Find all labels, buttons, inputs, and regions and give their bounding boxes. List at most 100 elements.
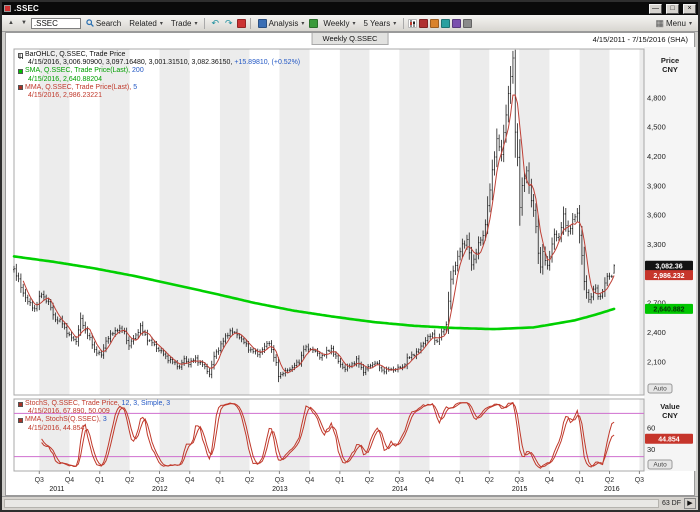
svg-text:Price: Price — [661, 56, 679, 65]
chevron-down-icon: ▾ — [688, 20, 692, 27]
chart-svg[interactable]: 4,8004,5004,2003,9003,6003,3003,0002,700… — [6, 47, 696, 497]
svg-text:2011: 2011 — [49, 486, 64, 493]
app-icon — [4, 5, 11, 12]
mma-checkbox[interactable] — [18, 85, 23, 91]
svg-text:Auto: Auto — [653, 386, 667, 393]
sma200-line — [12, 255, 616, 331]
chart-type-icon[interactable] — [408, 18, 418, 28]
statusbar: 63 DF ▶ — [2, 496, 698, 510]
symbol-input[interactable] — [30, 17, 81, 29]
signals-icon[interactable] — [419, 18, 429, 28]
price-auto-button[interactable] — [647, 383, 673, 394]
stoch-mma-value: 4/15/2016, 44.854 — [28, 424, 85, 432]
scroll-up-button[interactable]: ▲ — [5, 19, 16, 27]
barohlc-icon[interactable] — [18, 52, 23, 59]
search-button[interactable]: Search — [83, 18, 124, 29]
undo-button[interactable]: ↶ — [209, 18, 221, 29]
svg-text:Q4: Q4 — [545, 477, 554, 484]
scroll-down-button[interactable]: ▼ — [18, 19, 29, 27]
svg-text:Q2: Q2 — [485, 477, 494, 484]
titlebar[interactable]: .SSEC — □ × — [2, 2, 698, 15]
toolbar-separator — [204, 17, 206, 29]
stoch-legend: StochS, Q.SSEC, Trade Price, 12, 3, Simp… — [18, 400, 170, 433]
stoch-checkbox[interactable] — [18, 401, 23, 407]
stoch-d-line — [41, 402, 615, 468]
chevron-down-icon: ▾ — [159, 20, 163, 27]
range-label: 5 Years — [363, 18, 391, 28]
indicators-icon[interactable] — [452, 18, 462, 28]
svg-text:Q1: Q1 — [215, 477, 224, 484]
compare-icon[interactable] — [309, 18, 319, 28]
down-arrow-icon: ▼ — [20, 20, 27, 26]
svg-text:Q2: Q2 — [125, 477, 134, 484]
svg-text:2012: 2012 — [152, 486, 168, 493]
interval-dropdown[interactable]: Weekly ▾ — [320, 18, 358, 29]
maximize-button[interactable]: □ — [666, 3, 679, 14]
svg-text:Q2: Q2 — [605, 477, 614, 484]
redo-button[interactable]: ↷ — [223, 18, 235, 29]
undo-icon: ↶ — [211, 17, 220, 28]
redo-icon: ↷ — [225, 17, 233, 28]
legend-row-ohlc-values: 4/15/2016, 3,006.90900, 3,097.16480, 3,0… — [28, 59, 300, 67]
svg-text:60: 60 — [647, 423, 655, 432]
analysis-dropdown[interactable]: Analysis ▾ — [255, 18, 308, 29]
price-bars — [13, 49, 616, 383]
mma-param: 5 — [133, 83, 138, 91]
legend-row-stoch: StochS, Q.SSEC, Trade Price, 12, 3, Simp… — [18, 400, 170, 408]
axis-badge — [645, 303, 693, 314]
svg-text:3,900: 3,900 — [647, 181, 666, 190]
stoch-pane-border — [13, 398, 645, 472]
axis-badge — [645, 260, 693, 271]
settings-icon[interactable] — [463, 18, 473, 28]
svg-text:Q1: Q1 — [455, 477, 464, 484]
sma-checkbox[interactable] — [18, 69, 23, 74]
svg-text:Q3: Q3 — [275, 477, 284, 484]
alert-icon[interactable] — [236, 18, 246, 28]
chevron-down-icon: ▾ — [393, 20, 397, 27]
stoch-mma-checkbox[interactable] — [18, 418, 23, 423]
svg-text:2,700: 2,700 — [647, 299, 666, 308]
drawing-tools-icon[interactable] — [430, 18, 440, 28]
date-range-label: 4/15/2011 - 7/15/2016 (SHA) — [592, 35, 688, 44]
analysis-icon — [257, 18, 267, 28]
svg-text:2,400: 2,400 — [647, 328, 666, 337]
cursor-tool-icon[interactable] — [441, 18, 451, 28]
svg-text:CNY: CNY — [662, 411, 678, 420]
value-auto-button[interactable] — [647, 459, 673, 470]
svg-text:4,200: 4,200 — [647, 152, 666, 161]
search-label: Search — [95, 18, 122, 28]
svg-text:3,600: 3,600 — [647, 211, 666, 220]
chart-panel[interactable]: Weekly Q.SSEC 4/15/2011 - 7/15/2016 (SHA… — [5, 32, 696, 497]
axis-column-bg — [644, 47, 696, 471]
svg-text:Value: Value — [660, 402, 680, 411]
related-dropdown[interactable]: Related ▾ — [126, 18, 166, 29]
chart-tab[interactable]: Weekly Q.SSEC — [311, 33, 389, 45]
horizontal-scrollbar[interactable] — [4, 499, 659, 508]
stoch-k-line — [41, 401, 615, 469]
sma-value: 4/15/2016, 2,640.88204 — [28, 75, 102, 83]
minimize-button[interactable]: — — [649, 3, 662, 14]
svg-text:Q4: Q4 — [185, 477, 194, 484]
search-icon — [86, 19, 94, 27]
close-button[interactable]: × — [683, 3, 696, 14]
svg-text:Q3: Q3 — [395, 477, 404, 484]
mma-label: MMA, Q.SSEC, Trade Price(Last), — [25, 83, 132, 91]
menu-dropdown[interactable]: ▦ Menu ▾ — [652, 17, 695, 30]
svg-text:Q1: Q1 — [95, 477, 104, 484]
legend-row-mma-value: 4/15/2016, 2,986.23221 — [28, 92, 300, 100]
svg-text:Q4: Q4 — [65, 477, 74, 484]
svg-text:2,640.882: 2,640.882 — [653, 307, 684, 314]
chevron-down-icon: ▾ — [352, 20, 356, 27]
toolbar: ▲ ▼ Search Related▾ Trade▾ ↶ ↷ Analysis▾… — [2, 15, 698, 32]
range-dropdown[interactable]: 5 Years ▾ — [361, 18, 400, 29]
trade-dropdown[interactable]: Trade ▾ — [168, 18, 201, 29]
x-axis: Q3 Q4 Q1 Q2 Q3 Q4 Q1 Q2 Q3 Q4 Q1 Q2 Q3 Q4 Q1 Q2 Q3 Q4 Q1 Q2… — [35, 471, 644, 493]
svg-text:Q3: Q3 — [35, 477, 44, 484]
scroll-right-button[interactable]: ▶ — [684, 498, 696, 509]
svg-text:2013: 2013 — [272, 486, 288, 493]
svg-text:Q3: Q3 — [155, 477, 164, 484]
svg-text:2014: 2014 — [392, 486, 408, 493]
toolbar-separator — [403, 17, 405, 29]
